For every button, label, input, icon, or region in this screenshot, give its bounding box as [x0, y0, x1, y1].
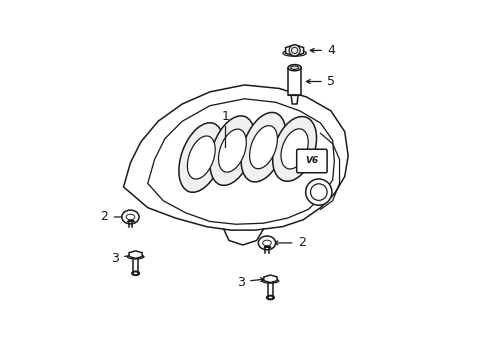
Ellipse shape [187, 136, 215, 179]
Text: V6: V6 [305, 156, 318, 165]
Ellipse shape [241, 112, 285, 182]
Ellipse shape [258, 236, 275, 250]
Ellipse shape [209, 116, 254, 185]
Text: 3: 3 [237, 276, 244, 289]
Ellipse shape [127, 255, 143, 259]
Ellipse shape [262, 279, 278, 283]
Circle shape [288, 45, 300, 56]
Polygon shape [264, 275, 276, 283]
Text: 3: 3 [111, 252, 119, 265]
Text: 2: 2 [100, 211, 108, 224]
Text: 1: 1 [221, 110, 229, 123]
Polygon shape [287, 68, 301, 95]
Text: 2: 2 [298, 237, 305, 249]
Polygon shape [123, 85, 347, 230]
Ellipse shape [282, 50, 306, 56]
Polygon shape [129, 251, 142, 258]
Ellipse shape [179, 123, 224, 192]
Ellipse shape [132, 271, 139, 275]
Polygon shape [290, 95, 298, 104]
Ellipse shape [266, 296, 274, 300]
Text: 4: 4 [327, 44, 335, 57]
Text: 5: 5 [327, 75, 335, 88]
Ellipse shape [122, 210, 139, 224]
Ellipse shape [272, 117, 316, 181]
Ellipse shape [287, 64, 301, 71]
Ellipse shape [249, 126, 277, 169]
Polygon shape [285, 45, 303, 56]
Ellipse shape [218, 129, 246, 172]
FancyBboxPatch shape [296, 149, 326, 173]
Circle shape [305, 179, 331, 205]
Ellipse shape [281, 129, 307, 169]
